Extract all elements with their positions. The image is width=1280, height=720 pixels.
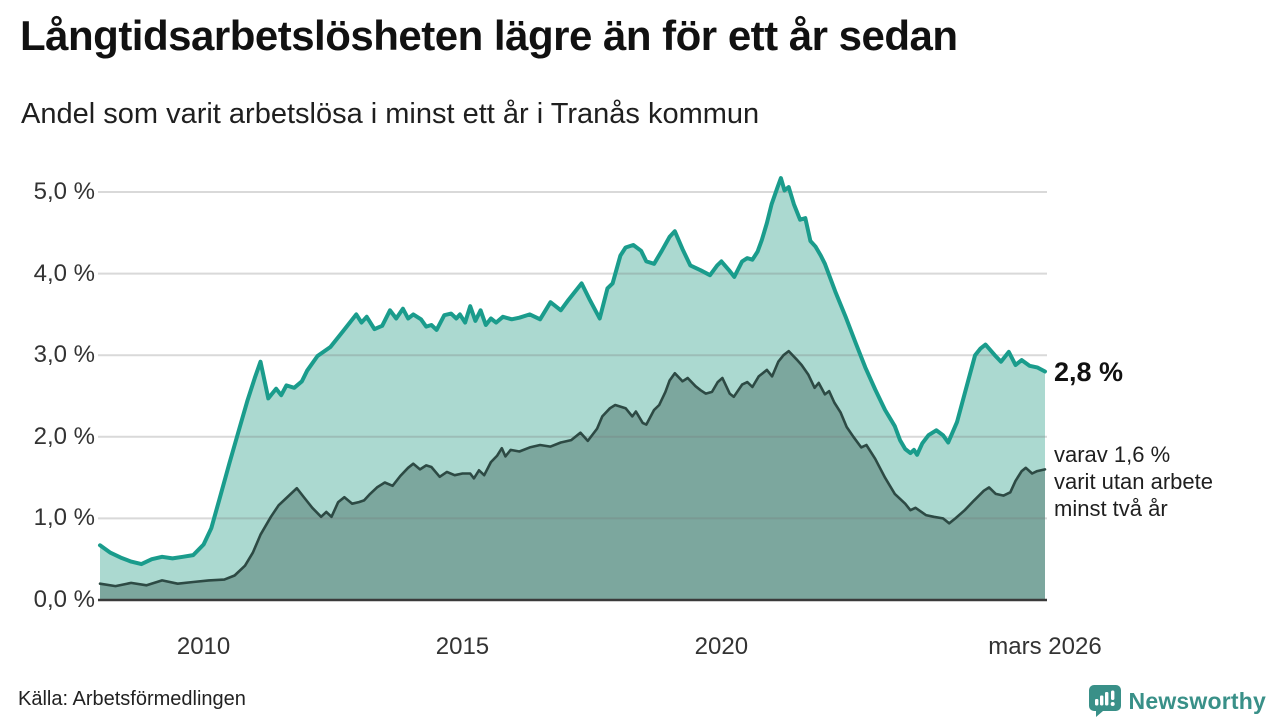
x-tick-label: 2010 [176, 633, 231, 660]
subset-annotation-line-3: minst två år [1054, 496, 1168, 521]
area-fill-two-years [100, 351, 1045, 600]
y-tick-label: 3,0 % [33, 341, 95, 369]
subset-annotation-line-1: varav 1,6 % [1054, 442, 1171, 467]
brand-name: Newsworthy [1128, 687, 1266, 714]
line-two-years [98, 349, 1047, 588]
source-credit: Källa: Arbetsförmedlingen [18, 688, 246, 710]
chart-subtitle: Andel som varit arbetslösa i minst ett å… [21, 98, 760, 130]
y-tick-label: 1,0 % [33, 504, 95, 532]
y-tick-label: 2,0 % [33, 422, 95, 450]
x-tick-label: mars 2026 [988, 633, 1102, 660]
x-tick-label: 2015 [435, 633, 490, 660]
line-one-year [98, 176, 1047, 567]
brand-logo: Newsworthy [1088, 684, 1266, 718]
series-end-value-label: 2,8 % [1054, 357, 1124, 387]
x-tick-label: 2020 [694, 633, 749, 660]
y-tick-label: 0,0 % [33, 586, 95, 613]
subset-annotation-line-2: varit utan arbete [1054, 469, 1213, 494]
y-tick-label: 4,0 % [33, 259, 95, 287]
subset-annotation: varav 1,6 % varit utan arbete minst två … [1054, 441, 1274, 522]
newsworthy-icon [1088, 685, 1121, 717]
page-title: Långtidsarbetslösheten lägre än för ett … [20, 12, 958, 59]
y-tick-label: 5,0 % [33, 178, 95, 205]
